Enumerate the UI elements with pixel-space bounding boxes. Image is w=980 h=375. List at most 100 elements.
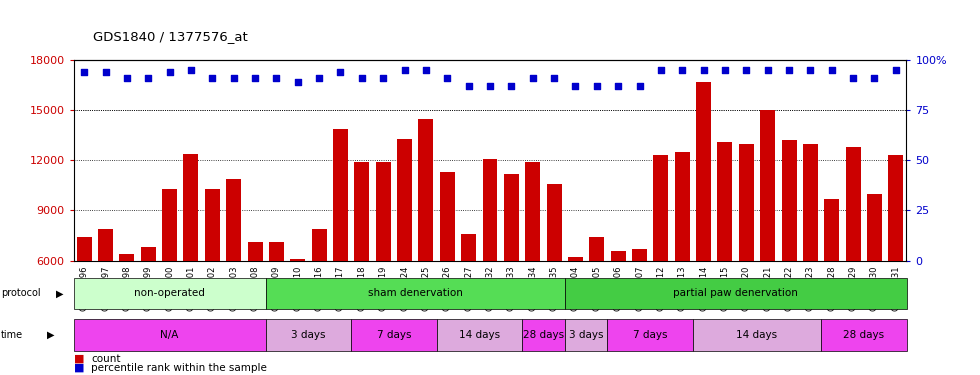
Bar: [608, 319, 693, 351]
Bar: [120, 254, 134, 261]
Point: [183, 67, 199, 73]
Point: [140, 75, 156, 81]
Point: [247, 75, 263, 81]
Text: partial paw denervation: partial paw denervation: [673, 288, 798, 298]
Bar: [375, 162, 391, 261]
Text: protocol: protocol: [1, 288, 40, 298]
Bar: [162, 189, 177, 261]
Point: [439, 75, 455, 81]
Bar: [74, 319, 266, 351]
Point: [76, 69, 92, 75]
Point: [674, 67, 690, 73]
Point: [846, 75, 861, 81]
Bar: [739, 144, 754, 261]
Bar: [333, 129, 348, 261]
Bar: [462, 234, 476, 261]
Bar: [675, 152, 690, 261]
Bar: [355, 162, 369, 261]
Point: [717, 67, 733, 73]
Bar: [437, 319, 522, 351]
Bar: [611, 251, 625, 261]
Point: [546, 75, 562, 81]
Bar: [440, 172, 455, 261]
Text: sham denervation: sham denervation: [368, 288, 463, 298]
Point: [824, 67, 840, 73]
Bar: [654, 155, 668, 261]
Bar: [525, 162, 540, 261]
Point: [375, 75, 391, 81]
Text: ■: ■: [74, 363, 84, 373]
Bar: [888, 155, 904, 261]
Bar: [98, 229, 113, 261]
Bar: [547, 184, 562, 261]
Text: non-operated: non-operated: [134, 288, 205, 298]
Point: [418, 67, 434, 73]
Point: [760, 67, 775, 73]
Point: [290, 79, 306, 85]
Text: ▶: ▶: [47, 330, 55, 340]
Text: time: time: [1, 330, 24, 340]
Text: 7 days: 7 days: [633, 330, 667, 340]
Bar: [717, 142, 732, 261]
Bar: [290, 259, 305, 261]
Bar: [824, 199, 839, 261]
Bar: [632, 249, 647, 261]
Bar: [397, 139, 412, 261]
Point: [482, 83, 498, 89]
Bar: [846, 147, 860, 261]
Bar: [589, 237, 605, 261]
Bar: [867, 194, 882, 261]
Text: 14 days: 14 days: [736, 330, 777, 340]
Text: 7 days: 7 days: [376, 330, 412, 340]
Bar: [568, 257, 583, 261]
Bar: [504, 174, 518, 261]
Point: [525, 75, 541, 81]
Point: [461, 83, 476, 89]
Point: [162, 69, 177, 75]
Point: [567, 83, 583, 89]
Text: N/A: N/A: [161, 330, 178, 340]
Bar: [803, 144, 818, 261]
Text: 28 days: 28 days: [843, 330, 884, 340]
Text: 28 days: 28 days: [523, 330, 564, 340]
Point: [332, 69, 348, 75]
Point: [781, 67, 797, 73]
Text: ▶: ▶: [56, 288, 64, 298]
Bar: [74, 278, 266, 309]
Bar: [226, 179, 241, 261]
Bar: [312, 229, 326, 261]
Point: [269, 75, 284, 81]
Bar: [76, 237, 92, 261]
Point: [225, 75, 241, 81]
Point: [397, 67, 413, 73]
Bar: [351, 319, 437, 351]
Bar: [693, 319, 821, 351]
Point: [354, 75, 369, 81]
Point: [803, 67, 818, 73]
Point: [119, 75, 134, 81]
Bar: [141, 247, 156, 261]
Bar: [205, 189, 220, 261]
Bar: [564, 278, 906, 309]
Bar: [248, 242, 263, 261]
Text: 3 days: 3 days: [568, 330, 604, 340]
Bar: [269, 242, 284, 261]
Bar: [781, 140, 797, 261]
Point: [739, 67, 755, 73]
Point: [611, 83, 626, 89]
Point: [888, 67, 904, 73]
Bar: [183, 154, 198, 261]
Text: percentile rank within the sample: percentile rank within the sample: [91, 363, 267, 373]
Text: ■: ■: [74, 354, 84, 364]
Point: [632, 83, 648, 89]
Text: GDS1840 / 1377576_at: GDS1840 / 1377576_at: [93, 30, 248, 43]
Text: 3 days: 3 days: [291, 330, 325, 340]
Bar: [696, 82, 711, 261]
Point: [589, 83, 605, 89]
Point: [866, 75, 882, 81]
Bar: [266, 278, 564, 309]
Text: count: count: [91, 354, 121, 364]
Point: [696, 67, 711, 73]
Point: [312, 75, 327, 81]
Bar: [418, 118, 433, 261]
